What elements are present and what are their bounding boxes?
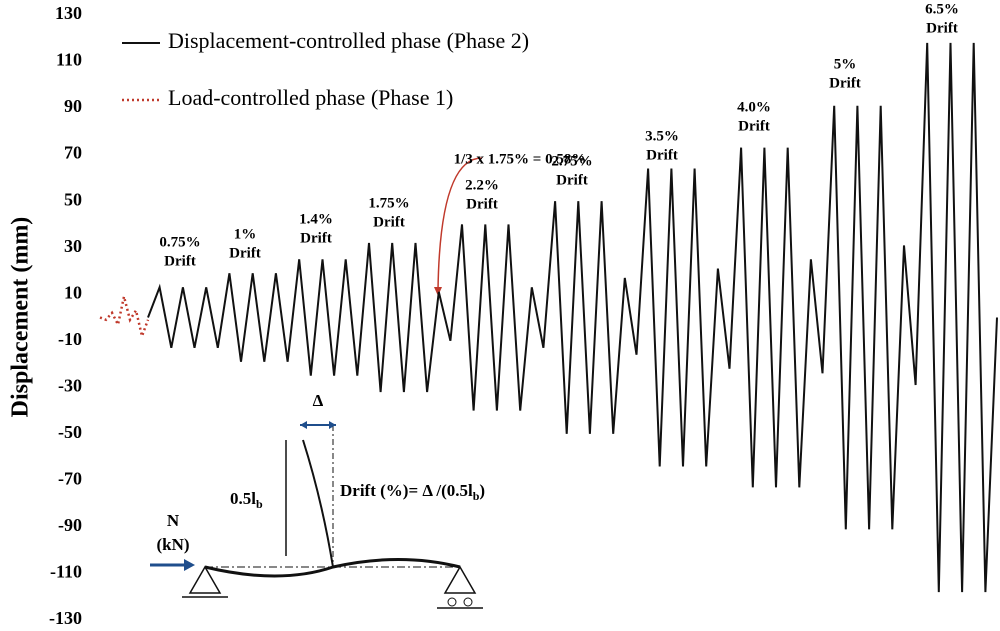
y-tick-label: -130 xyxy=(49,608,82,628)
annotation: 3.5% xyxy=(645,128,679,144)
series-line xyxy=(99,296,150,341)
y-tick-label: -30 xyxy=(58,375,82,395)
annotation: Drift xyxy=(373,214,405,230)
legend-label: Load-controlled phase (Phase 1) xyxy=(168,85,453,110)
annotation: Drift xyxy=(926,20,958,36)
annotation: 1/3 x 1.75% = 0.58% xyxy=(454,151,587,167)
legend-label: Displacement-controlled phase (Phase 2) xyxy=(168,28,529,53)
annotation: Drift xyxy=(646,147,678,163)
y-axis-label: Displacement (mm) xyxy=(8,217,34,418)
annotation: 2.75% xyxy=(551,153,592,169)
y-tick-label: 30 xyxy=(64,236,82,256)
y-tick-label: -90 xyxy=(58,515,82,535)
load-label: N xyxy=(167,511,180,530)
annotation: Drift xyxy=(556,172,588,188)
annotation: 4.0% xyxy=(737,99,771,115)
annotation: 1.4% xyxy=(299,211,333,227)
y-tick-label: 130 xyxy=(55,3,82,23)
delta-label: Δ xyxy=(313,391,324,410)
y-tick-label: -110 xyxy=(50,562,82,582)
y-tick-label: -10 xyxy=(58,329,82,349)
annotation: Drift xyxy=(466,196,498,212)
y-tick-label: 50 xyxy=(64,189,82,209)
annotation: Drift xyxy=(164,253,196,269)
y-tick-label: 90 xyxy=(64,96,82,116)
y-tick-label: -50 xyxy=(58,422,82,442)
annotation: Drift xyxy=(738,118,770,134)
series-line xyxy=(147,42,998,593)
annotation: 2.2% xyxy=(465,177,499,193)
load-unit: (kN) xyxy=(156,535,189,554)
annotation: 5% xyxy=(834,56,857,72)
y-tick-label: -70 xyxy=(58,469,82,489)
annotation: 6.5% xyxy=(925,1,959,17)
annotation: 1% xyxy=(234,226,257,242)
formula: Drift (%)= Δ /(0.5lb) xyxy=(340,481,485,503)
beam-diagram xyxy=(150,157,483,609)
y-tick-label: 10 xyxy=(64,282,82,302)
annotation: 0.75% xyxy=(159,234,200,250)
y-tick-label: 110 xyxy=(56,50,82,70)
annotation: Drift xyxy=(300,230,332,246)
annotation: Drift xyxy=(829,75,861,91)
annotation: Drift xyxy=(229,245,261,261)
height-label: 0.5lb xyxy=(230,489,263,511)
annotation: 1.75% xyxy=(368,195,409,211)
y-tick-label: 70 xyxy=(64,143,82,163)
